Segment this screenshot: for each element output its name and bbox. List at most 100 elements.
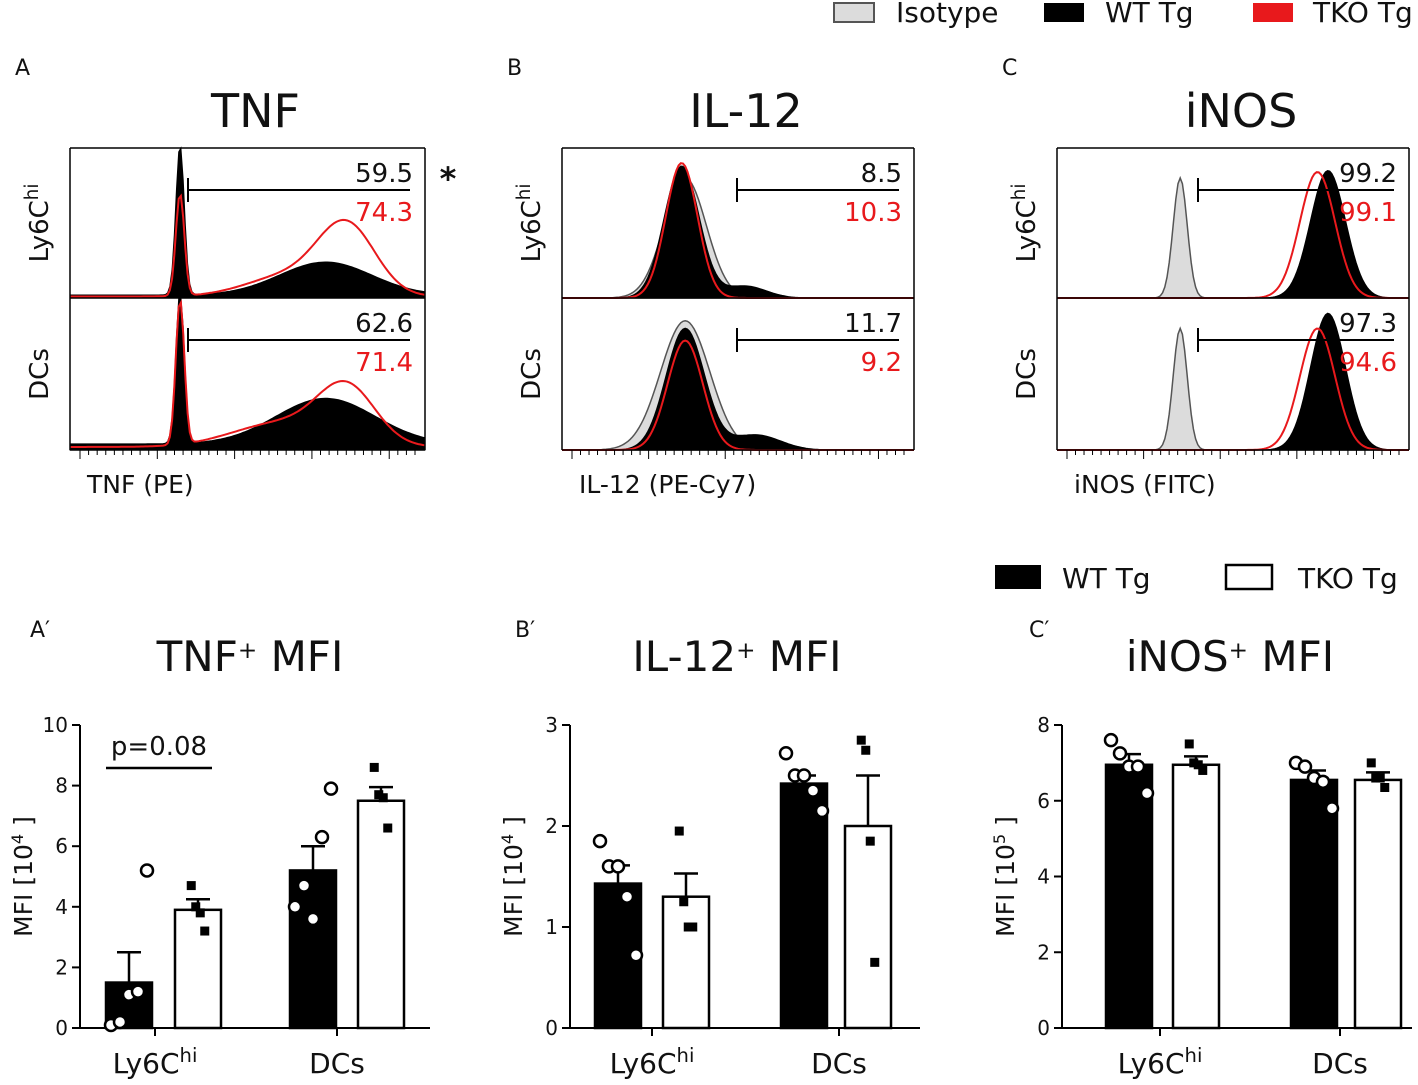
y-tick-label: 2 — [545, 814, 558, 838]
data-point-tko — [688, 922, 698, 932]
y-tick-label: 0 — [545, 1016, 558, 1040]
gate-value-tko: 94.6 — [1339, 348, 1397, 378]
gate-value-wt: 8.5 — [861, 159, 902, 189]
data-point-tko — [1184, 739, 1194, 749]
bar-wt — [1289, 778, 1339, 1030]
data-point-wt — [814, 803, 830, 819]
gate-value-tko: 10.3 — [844, 198, 902, 228]
gate-value-tko: 71.4 — [355, 348, 413, 378]
data-point-wt — [130, 984, 146, 999]
bar-wt — [779, 782, 829, 1030]
gate-value-tko: 9.2 — [861, 348, 902, 378]
gate-value-wt: 99.2 — [1339, 159, 1397, 189]
gate-value-wt: 11.7 — [844, 309, 902, 339]
data-point-tko — [679, 897, 689, 907]
y-axis-title: MFI [105 ] — [990, 816, 1021, 937]
data-point-tko — [861, 745, 871, 755]
y-tick-label: 10 — [43, 713, 68, 737]
bar-chart-3: C′ iNOS+ MFI 0 2 4 6 8 MFI [105 ] Ly6Chi DCs — [990, 618, 1412, 1080]
x-category-label: DCs — [1312, 1047, 1368, 1080]
panel-letter: B — [507, 56, 522, 81]
legend-isotype-swatch — [833, 2, 875, 23]
bar-tko — [661, 895, 711, 1030]
data-point-wt — [1130, 759, 1146, 774]
x-category-label: Ly6Chi — [610, 1044, 695, 1081]
data-point-tko — [200, 926, 210, 936]
data-point-wt — [796, 768, 812, 783]
chart-title: iNOS+ MFI — [1126, 632, 1334, 681]
bar-chart-2: B′ IL-12+ MFI 0 1 2 3 MFI [104 ] Ly6Chi DCs — [498, 618, 920, 1081]
y-tick-label: 6 — [1037, 789, 1050, 813]
x-category-label: DCs — [309, 1047, 365, 1080]
row-label: DCs — [1012, 348, 1042, 400]
data-point-wt — [1112, 746, 1128, 761]
gate-value-wt: 59.5 — [355, 159, 413, 189]
data-point-tko — [186, 881, 196, 891]
y-tick-label: 4 — [1037, 865, 1050, 889]
legend-bottom-tko-label: TKO Tg — [1297, 562, 1398, 595]
bar-tko — [1353, 778, 1403, 1030]
row-label: Ly6Chi — [22, 184, 56, 263]
histogram-panels: A TNF 59.5 74.3 Ly6Chi 62.6 71.4 DCs TNF (PE) B IL… — [15, 56, 1410, 499]
wt-histogram — [69, 146, 426, 299]
tko-histogram — [70, 299, 426, 448]
x-category-label: DCs — [811, 1047, 867, 1080]
wt-histogram — [69, 297, 426, 451]
histogram-panel-b: B IL-12 8.5 10.3 Ly6Chi 11.7 9.2 DCs IL-12 (PE-C… — [507, 56, 915, 499]
data-point-wt — [296, 878, 312, 893]
legend-isotype-label: Isotype — [896, 0, 999, 29]
chart-title: TNF+ MFI — [156, 632, 344, 681]
data-point-wt — [805, 783, 821, 798]
x-axis-title: TNF (PE) — [86, 470, 194, 499]
significance-star: * — [440, 160, 457, 198]
data-point-wt — [628, 948, 644, 963]
data-point-wt — [305, 911, 321, 927]
data-point-wt — [1103, 732, 1119, 748]
gate-value-wt: 62.6 — [355, 309, 413, 339]
tko-histogram — [70, 193, 426, 298]
y-tick-label: 1 — [545, 915, 558, 939]
chart-title: IL-12+ MFI — [632, 632, 841, 681]
y-tick-label: 8 — [55, 774, 68, 798]
y-tick-label: 0 — [1037, 1016, 1050, 1040]
row-label: DCs — [25, 348, 55, 400]
x-axis-title: iNOS (FITC) — [1074, 470, 1216, 499]
data-point-wt — [112, 1014, 128, 1030]
data-point-tko — [1193, 760, 1203, 770]
data-point-wt — [314, 829, 330, 845]
data-point-tko — [383, 823, 393, 833]
data-point-wt — [139, 863, 155, 878]
y-tick-label: 8 — [1037, 713, 1050, 737]
bar-chart-1: A′ TNF+ MFI 0 2 4 6 8 10 MFI [104 ] Ly6Chi DCs p=0.… — [8, 618, 430, 1081]
panel-letter: A — [15, 56, 30, 81]
p-value-annotation: p=0.08 — [111, 732, 207, 762]
row-label: DCs — [517, 348, 547, 400]
data-point-tko — [1198, 765, 1208, 775]
y-axis-title: MFI [104 ] — [498, 816, 529, 937]
data-point-wt — [619, 889, 635, 904]
bar-tko — [1171, 763, 1221, 1030]
data-point-tko — [195, 908, 205, 918]
data-point-wt — [323, 781, 339, 796]
data-point-tko — [865, 836, 875, 846]
legend-bottom: WT Tg TKO Tg — [995, 562, 1398, 595]
x-category-label: Ly6Chi — [113, 1044, 198, 1081]
data-point-tko — [1375, 773, 1385, 783]
legend-bottom-tko-swatch — [1224, 563, 1274, 591]
panel-title: iNOS — [1185, 84, 1298, 138]
legend-bottom-wt-label: WT Tg — [1062, 562, 1151, 595]
row-label: Ly6Chi — [514, 184, 548, 263]
row-label: Ly6Chi — [1009, 184, 1043, 263]
panel-letter: C — [1002, 56, 1017, 81]
bar-tko — [843, 824, 893, 1030]
legend-bottom-wt-swatch — [995, 565, 1041, 589]
y-tick-label: 3 — [545, 713, 558, 737]
data-point-wt — [1297, 759, 1313, 774]
y-tick-label: 2 — [55, 955, 68, 979]
data-point-tko — [674, 826, 684, 836]
legend-tko-label: TKO Tg — [1312, 0, 1413, 29]
bar-wt — [288, 869, 338, 1030]
x-axis-title: IL-12 (PE-Cy7) — [579, 470, 756, 499]
